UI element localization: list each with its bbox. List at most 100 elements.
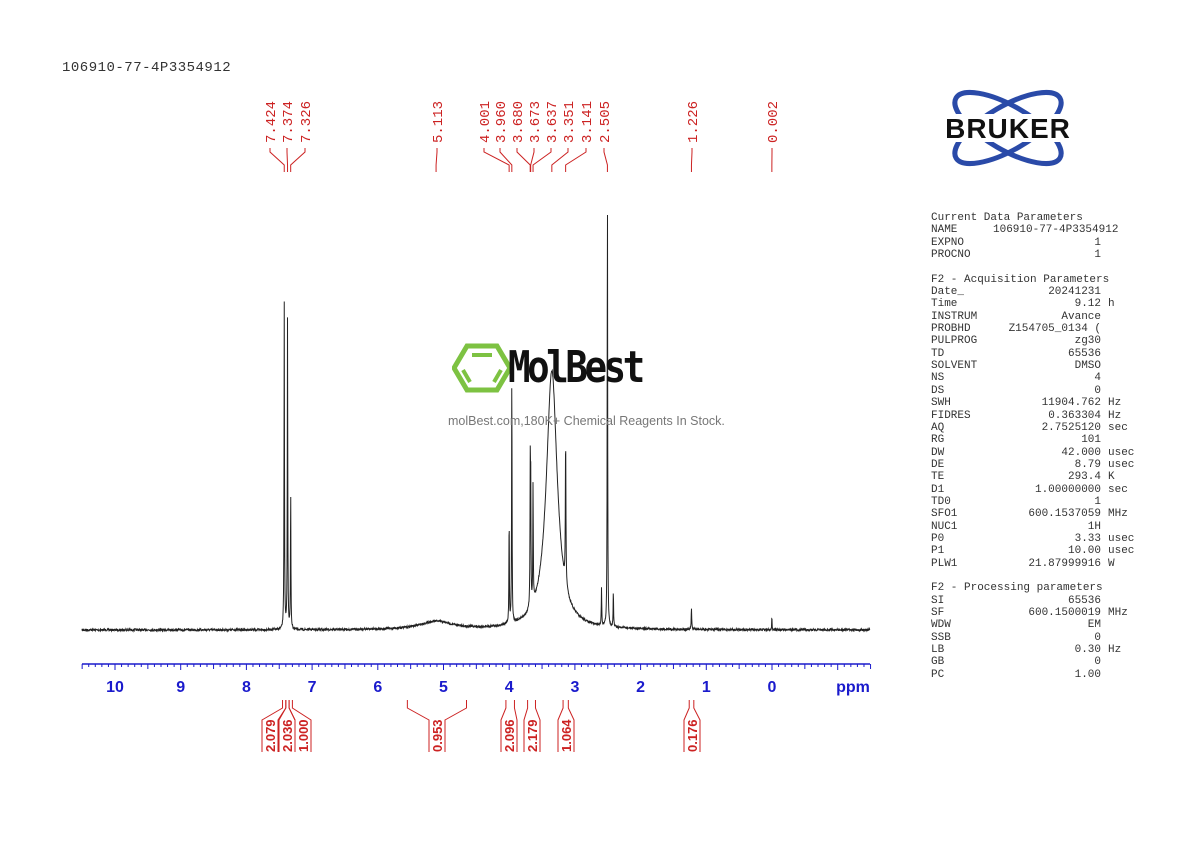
x-tick-label: 8 [242,679,251,696]
param-row-te: TE 293.4 K [931,471,1134,483]
param-key: EXPNO [931,236,965,249]
param-key: TE [931,471,945,484]
peak-label-connector [286,148,289,172]
integral-value: 0.953 [430,719,445,752]
param-value: 65536 [1067,347,1101,360]
param-value: 1H [1087,520,1101,533]
integral-bracket [278,700,287,752]
integral-bracket [500,700,507,752]
param-unit [1101,619,1108,631]
param-section-heading: F2 - Processing parameters [931,582,1103,595]
param-row-de: DE 8.79 usec [931,459,1134,471]
peak-label-connector [435,148,438,172]
param-key: P0 [931,532,945,545]
peak-label: 7.326 [299,101,315,143]
peak-label-connector [269,148,285,172]
param-row-wdw: WDW EM [931,619,1134,631]
param-key: SI [931,594,945,607]
param-value: 20241231 [1048,286,1101,299]
param-row-time: Time 9.12 h [931,298,1134,310]
param-value: 2.7525120 [1041,421,1101,434]
param-value: 65536 [1067,594,1101,607]
integral-bracket [288,700,296,752]
param-unit [1101,224,1108,236]
param-unit: Hz [1108,409,1122,422]
param-unit [1101,521,1108,533]
param-value: 600.1537059 [1028,508,1101,521]
param-unit [1101,323,1108,335]
param-unit [1101,335,1108,347]
integral-bracket [406,700,430,752]
integral-value: 2.079 [263,719,278,752]
x-tick-label: 5 [439,679,448,696]
param-value: Avance [1061,310,1101,323]
param-key: SFO1 [931,508,958,521]
peak-label: 7.424 [264,101,280,143]
param-row-procno: PROCNO 1 [931,249,1134,261]
param-key: PC [931,668,945,681]
peak-label-connector [565,148,587,172]
x-tick-label: 7 [308,679,317,696]
param-row-aq: AQ 2.7525120 sec [931,422,1134,434]
param-section-heading: F2 - Acquisition Parameters [931,273,1110,286]
param-key: PLW1 [931,557,958,570]
param-key: SWH [931,397,951,410]
param-key: INSTRUM [931,310,978,323]
param-row-pc: PC 1.00 [931,669,1134,681]
x-axis-label: ppm [836,679,870,696]
peak-label: 3.351 [562,101,578,143]
param-unit: h [1108,298,1115,311]
param-row-si: SI 65536 [931,595,1134,607]
integral-value: 2.036 [280,719,295,752]
param-value: 0 [1094,384,1101,397]
integral-bracket [683,700,690,752]
x-tick-label: 3 [570,679,579,696]
param-unit [1101,385,1108,397]
peak-label-connector [516,148,531,172]
param-row-swh: SWH 11904.762 Hz [931,397,1134,409]
peak-label-connector [290,148,306,172]
param-unit [1101,669,1108,681]
param-key: SOLVENT [931,360,978,373]
param-value: 1.00 [1074,668,1101,681]
param-row-solvent: SOLVENT DMSO [931,360,1134,372]
x-axis: 10 9 8 7 6 5 4 3 2 1 0 ppm [81,663,872,696]
param-row-fidres: FIDRES 0.363304 Hz [931,410,1134,422]
x-tick-label: 4 [505,679,514,696]
param-unit [1101,632,1108,644]
bruker-logo: BRUKER [924,89,1092,167]
integral-bracket [513,700,518,752]
x-tick-label: 10 [106,679,124,696]
param-value: 600.1500019 [1028,607,1101,619]
integral-bracket [693,700,701,752]
param-row-expno: EXPNO 1 [931,237,1134,249]
param-unit: usec [1108,532,1135,545]
peak-label: 3.680 [511,101,527,143]
param-row-probhd: PROBHD Z154705_0134 ( [931,323,1134,335]
param-unit [1101,311,1108,323]
x-tick-label: 0 [768,679,777,696]
param-row-instrum: INSTRUM Avance [931,311,1134,323]
param-row-name: NAME 106910-77-4P3354912 [931,224,1134,236]
param-row-pulprog: PULPROG zg30 [931,335,1134,347]
param-key: PULPROG [931,335,978,348]
param-value: 101 [1081,434,1101,447]
param-unit [1101,496,1108,508]
peak-label: 7.374 [281,101,297,143]
peak-label: 1.226 [686,101,702,143]
param-value: 10.00 [1067,545,1101,558]
param-unit: usec [1108,458,1135,471]
peak-label-connector [483,148,510,172]
param-key: DE [931,458,945,471]
param-value: 1.00000000 [1034,483,1101,496]
bruker-logo-text: BRUKER [945,113,1071,144]
integrals: 2.079 2.036 1.000 0.953 2.096 2.179 1.064 0.176 [261,700,701,752]
param-unit: Hz [1108,397,1122,410]
param-row-lb: LB 0.30 Hz [931,644,1134,656]
param-value: 8.79 [1074,458,1101,471]
param-unit: usec [1108,446,1135,459]
param-row-ssb: SSB 0 [931,632,1134,644]
param-unit [1101,249,1108,261]
param-key: TD [931,347,945,360]
param-row-p0: P0 3.33 usec [931,533,1134,545]
